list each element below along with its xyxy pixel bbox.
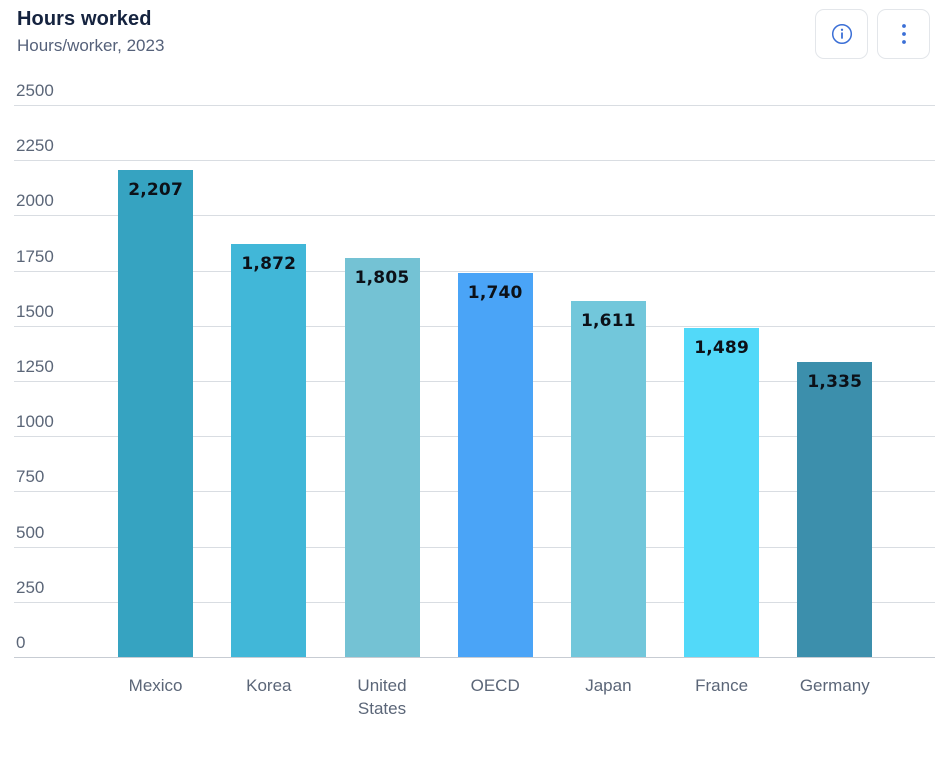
y-axis-tick-label: 2250 <box>16 136 54 156</box>
x-axis-category-label: Mexico <box>128 676 183 695</box>
y-axis-tick-label: 1750 <box>16 246 54 266</box>
x-axis-category-label: Japan <box>585 676 632 695</box>
bar-france[interactable]: 1,489 <box>684 328 760 657</box>
x-axis-category-label: OECD <box>470 676 520 695</box>
bar-japan[interactable]: 1,611 <box>570 301 646 657</box>
bar-value-label: 1,740 <box>467 282 523 303</box>
info-icon <box>830 22 854 46</box>
bar-value-label: 1,489 <box>694 338 749 359</box>
bar-united-states[interactable]: 1,805 <box>344 258 420 657</box>
bar-value-label: 1,872 <box>241 253 297 274</box>
bar-germany[interactable]: 1,335 <box>797 362 873 657</box>
y-axis-tick-label: 250 <box>16 577 45 597</box>
menu-button[interactable] <box>877 9 930 59</box>
gridline <box>14 215 935 217</box>
y-axis-tick-label: 750 <box>16 467 45 487</box>
y-axis-tick-label: 500 <box>16 522 45 542</box>
gridline <box>14 160 935 162</box>
y-axis-tick-label: 2000 <box>16 191 54 211</box>
y-axis-tick-label: 1000 <box>16 412 54 432</box>
info-button[interactable] <box>815 9 868 59</box>
y-axis-tick-label: 2500 <box>16 81 54 100</box>
bar-mexico[interactable]: 2,207 <box>118 169 194 657</box>
gridline <box>14 270 935 272</box>
bar-oecd[interactable]: 1,740 <box>457 272 533 657</box>
x-axis-category-label: Korea <box>246 676 292 695</box>
bar-value-label: 2,207 <box>128 179 183 200</box>
y-axis-tick-label: 1250 <box>16 357 54 376</box>
y-axis-tick-label: 0 <box>16 633 26 652</box>
chart-title: Hours worked <box>17 8 152 30</box>
x-axis-category-label: France <box>695 676 749 695</box>
x-axis-baseline <box>14 657 935 658</box>
y-axis-tick-label: 1500 <box>16 301 54 321</box>
chart-header: Hours worked Hours/worker, 2023 <box>17 8 164 56</box>
bar-chart-plot-area: 0 250 500 750 1000 1250 1500 1750 2000 2250 2500 2,… <box>14 82 935 718</box>
gridline <box>14 105 935 106</box>
bar-value-label: 1,335 <box>807 372 863 393</box>
kebab-menu-icon <box>901 22 907 46</box>
bar-value-label: 1,805 <box>354 268 410 289</box>
chart-subtitle: Hours/worker, 2023 <box>17 36 165 55</box>
x-axis-category-label: United States <box>357 676 407 718</box>
bar-korea[interactable]: 1,872 <box>231 243 307 657</box>
bar-value-label: 1,611 <box>581 311 636 332</box>
x-axis-category-label: Germany <box>799 676 870 695</box>
header-buttons <box>815 9 930 59</box>
